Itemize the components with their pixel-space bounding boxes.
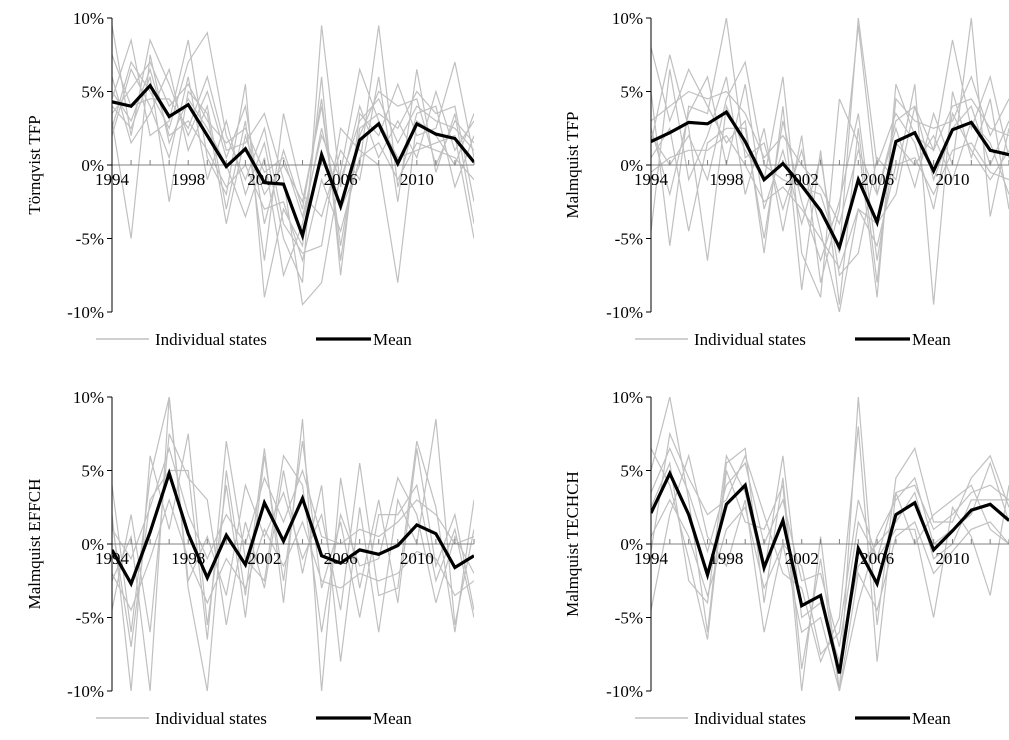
individual-state-line-4 [651, 18, 1009, 283]
x-tick-label: 2006 [860, 170, 894, 189]
x-tick-label: 2006 [860, 549, 894, 568]
chart-panel-malmquist-techch: -10% -5% 0% 5% 10% 1994 1998 2002 2006 2010 Malmqu… [563, 388, 1009, 728]
x-tick-label: 2002 [247, 549, 281, 568]
individual-state-line-1 [112, 60, 474, 219]
x-tick-label: 2010 [935, 170, 969, 189]
chart-panel-malmquist-tfp: -10% -5% 0% 5% 10% 1994 1998 2002 2006 2010 Malmqu… [563, 9, 1009, 349]
y-axis-title: Törnqvist TFP [25, 115, 44, 214]
individual-state-line-2 [651, 498, 1009, 691]
individual-state-line-1 [112, 446, 474, 561]
mean-line [112, 468, 474, 588]
individual-state-line-9 [651, 18, 1009, 254]
individual-state-line-7 [112, 441, 474, 647]
x-tick-label: 2010 [400, 549, 434, 568]
individual-states-group [112, 25, 474, 306]
individual-state-line-9 [112, 76, 474, 246]
legend-mean-label: Mean [912, 709, 951, 728]
individual-state-line-7 [112, 25, 474, 278]
x-tick-label: 1994 [95, 549, 130, 568]
y-tick-label: 0% [81, 156, 104, 175]
y-tick-label: -5% [615, 230, 643, 249]
y-tick-label: 5% [620, 462, 643, 481]
legend-individual-label: Individual states [694, 709, 806, 728]
y-tick-label: 0% [620, 156, 643, 175]
x-tick-label: 1998 [709, 549, 743, 568]
individual-state-line-6 [112, 397, 474, 691]
individual-states-group [651, 18, 1009, 312]
y-tick-label: -10% [606, 682, 643, 701]
x-tick-label: 2010 [400, 170, 434, 189]
x-tick-label: 2006 [324, 170, 358, 189]
y-tick-label: 10% [612, 388, 643, 407]
individual-state-line-3 [112, 25, 474, 261]
y-tick-label: 10% [73, 388, 104, 407]
y-tick-label: 5% [81, 462, 104, 481]
y-tick-label: -5% [615, 609, 643, 628]
y-tick-label: 0% [81, 535, 104, 554]
y-tick-label: -10% [67, 682, 104, 701]
y-tick-label: 10% [612, 9, 643, 28]
y-tick-label: -10% [67, 303, 104, 322]
legend: Individual states Mean [96, 709, 412, 728]
x-tick-label: 2010 [935, 549, 969, 568]
x-tick-label: 2006 [324, 549, 358, 568]
individual-state-line-3 [651, 397, 1009, 691]
x-tick-label: 1994 [95, 170, 130, 189]
chart-panel-tornqvist-tfp: -10% -5% 0% 5% 10% 1994 1998 2002 2006 2010 Törnqv… [25, 9, 475, 349]
y-tick-label: 10% [73, 9, 104, 28]
legend-individual-label: Individual states [155, 709, 267, 728]
x-tick-label: 2002 [785, 170, 819, 189]
individual-state-line-6 [651, 39, 1009, 298]
legend: Individual states Mean [96, 330, 412, 349]
chart-panel-malmquist-effch: -10% -5% 0% 5% 10% 1994 1998 2002 2006 2010 Malmqu… [25, 388, 475, 728]
y-tick-label: -10% [606, 303, 643, 322]
mean-line [651, 109, 1009, 252]
x-tick-label: 1998 [171, 549, 205, 568]
individual-state-line-4 [651, 453, 1009, 656]
y-axis-title: Malmquist EFFCH [25, 479, 44, 610]
legend-mean-label: Mean [912, 330, 951, 349]
legend-individual-label: Individual states [155, 330, 267, 349]
y-tick-label: 5% [81, 83, 104, 102]
mean-line [651, 469, 1009, 674]
legend-mean-label: Mean [373, 709, 412, 728]
y-tick-label: -5% [76, 230, 104, 249]
x-tick-label: 2002 [247, 170, 281, 189]
x-tick-label: 1994 [634, 170, 669, 189]
y-axis-title: Malmquist TFP [563, 112, 582, 219]
x-tick-label: 1998 [709, 170, 743, 189]
x-tick-label: 1998 [171, 170, 205, 189]
legend-individual-label: Individual states [694, 330, 806, 349]
mean-line [112, 82, 474, 242]
individual-state-line-5 [112, 67, 474, 261]
legend-mean-label: Mean [373, 330, 412, 349]
individual-state-line-10 [112, 31, 474, 283]
individual-state-line-5 [112, 433, 474, 691]
x-tick-label: 1994 [634, 549, 669, 568]
y-tick-label: -5% [76, 609, 104, 628]
y-axis-title: Malmquist TECHCH [563, 471, 582, 617]
y-tick-label: 0% [620, 535, 643, 554]
legend: Individual states Mean [635, 330, 951, 349]
x-tick-label: 2002 [785, 549, 819, 568]
y-tick-label: 5% [620, 83, 643, 102]
legend: Individual states Mean [635, 709, 951, 728]
